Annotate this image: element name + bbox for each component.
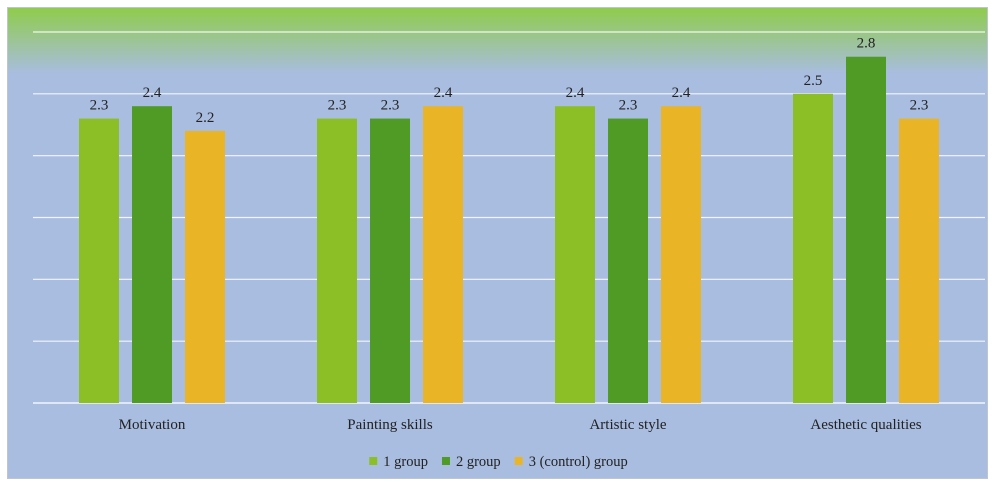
data-label-3-control-group-painting-skills: 2.4: [434, 85, 453, 101]
legend-label: 2 group: [456, 454, 501, 470]
bar-1-group-motivation: [79, 118, 119, 404]
data-label-2-group-aesthetic-qualities: 2.8: [857, 36, 876, 52]
data-label-1-group-painting-skills: 2.3: [328, 98, 347, 114]
category-label-artistic-style: Artistic style: [589, 417, 666, 433]
legend-label: 1 group: [383, 454, 428, 470]
bar-chart: 2.3 2.4 2.2 2.3 2.3 2.4 2.4 2.3 2.4 2.5 2.8 2.3 Mot…: [8, 8, 987, 478]
legend: 1 group 2 group 3 (control) group: [369, 454, 628, 470]
bar-3-control-group-artistic-style: [661, 106, 701, 403]
bar-2-group-painting-skills: [370, 118, 410, 404]
bars: [79, 56, 939, 404]
data-label-3-control-group-motivation: 2.2: [196, 110, 215, 126]
category-label-aesthetic-qualities: Aesthetic qualities: [810, 417, 921, 433]
data-label-3-control-group-aesthetic-qualities: 2.3: [910, 98, 929, 114]
bar-3-control-group-aesthetic-qualities: [899, 118, 939, 404]
bar-3-control-group-painting-skills: [423, 106, 463, 403]
legend-item-2-group: 2 group: [441, 454, 501, 470]
legend-swatch: [369, 457, 378, 465]
data-label-2-group-artistic-style: 2.3: [619, 98, 638, 114]
data-label-1-group-aesthetic-qualities: 2.5: [804, 73, 823, 89]
data-label-1-group-motivation: 2.3: [90, 98, 109, 114]
legend-swatch: [514, 457, 523, 465]
category-label-painting-skills: Painting skills: [347, 417, 433, 433]
bar-2-group-motivation: [132, 106, 172, 403]
legend-swatch: [441, 457, 450, 465]
data-label-2-group-motivation: 2.4: [143, 85, 162, 101]
chart-container: 2.3 2.4 2.2 2.3 2.3 2.4 2.4 2.3 2.4 2.5 2.8 2.3 Mot…: [7, 7, 988, 479]
data-label-1-group-artistic-style: 2.4: [566, 85, 585, 101]
data-labels: 2.3 2.4 2.2 2.3 2.3 2.4 2.4 2.3 2.4 2.5 2.8 2.3: [90, 36, 929, 126]
bar-2-group-aesthetic-qualities: [846, 56, 886, 403]
legend-item-1-group: 1 group: [369, 454, 428, 470]
data-label-2-group-painting-skills: 2.3: [381, 98, 400, 114]
bar-3-control-group-motivation: [185, 130, 225, 403]
category-axis: Motivation Painting skills Artistic style A…: [119, 417, 922, 433]
bar-1-group-aesthetic-qualities: [793, 93, 833, 403]
bar-1-group-artistic-style: [555, 106, 595, 403]
category-label-motivation: Motivation: [119, 417, 186, 433]
legend-item-3-control-group: 3 (control) group: [514, 454, 628, 470]
legend-label: 3 (control) group: [529, 454, 628, 470]
bar-2-group-artistic-style: [608, 118, 648, 404]
data-label-3-control-group-artistic-style: 2.4: [672, 85, 691, 101]
bar-1-group-painting-skills: [317, 118, 357, 404]
